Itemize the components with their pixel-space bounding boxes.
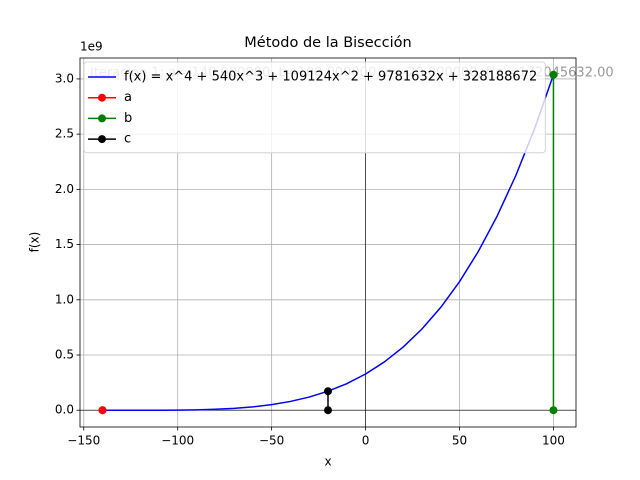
x-tick-label: −100 (161, 434, 194, 448)
y-axis-label: f(x) (28, 232, 42, 253)
x-tick-label: 0 (362, 434, 370, 448)
y-tick-label: 1.5 (55, 237, 74, 251)
x-tick-label: −50 (259, 434, 284, 448)
legend-label: a (124, 90, 132, 105)
x-tick-label: 50 (452, 434, 467, 448)
y-tick-label: 3.0 (55, 71, 74, 85)
legend-marker (98, 135, 106, 144)
y-tick-label: 0.0 (55, 403, 74, 417)
y-offset-label: 1e9 (80, 40, 103, 54)
x-tick-label: −150 (67, 434, 100, 448)
axes-frame (79, 57, 577, 428)
y-tick-label: 2.0 (55, 182, 74, 196)
point (549, 406, 558, 415)
point (324, 387, 332, 396)
y-tick-label: 0.5 (55, 348, 74, 362)
x-axis-label: x (324, 455, 331, 469)
plot-area (98, 70, 558, 415)
legend-label: c (124, 132, 131, 147)
legend-marker (98, 114, 106, 123)
y-tick-label: 1.0 (55, 292, 74, 306)
legend: f(x) = x^4 + 540x^3 + 109124x^2 + 978163… (83, 61, 546, 154)
legend-label: b (124, 111, 132, 126)
legend-label: f(x) = x^4 + 540x^3 + 109124x^2 + 978163… (124, 70, 537, 85)
legend-box (83, 61, 546, 154)
legend-marker (98, 93, 106, 102)
point (549, 70, 558, 79)
y-tick-label: 2.5 (55, 127, 74, 141)
point (324, 406, 332, 415)
chart-title: Método de la Bisección (244, 35, 411, 51)
x-tick-label: 100 (542, 434, 565, 448)
point (98, 406, 107, 415)
